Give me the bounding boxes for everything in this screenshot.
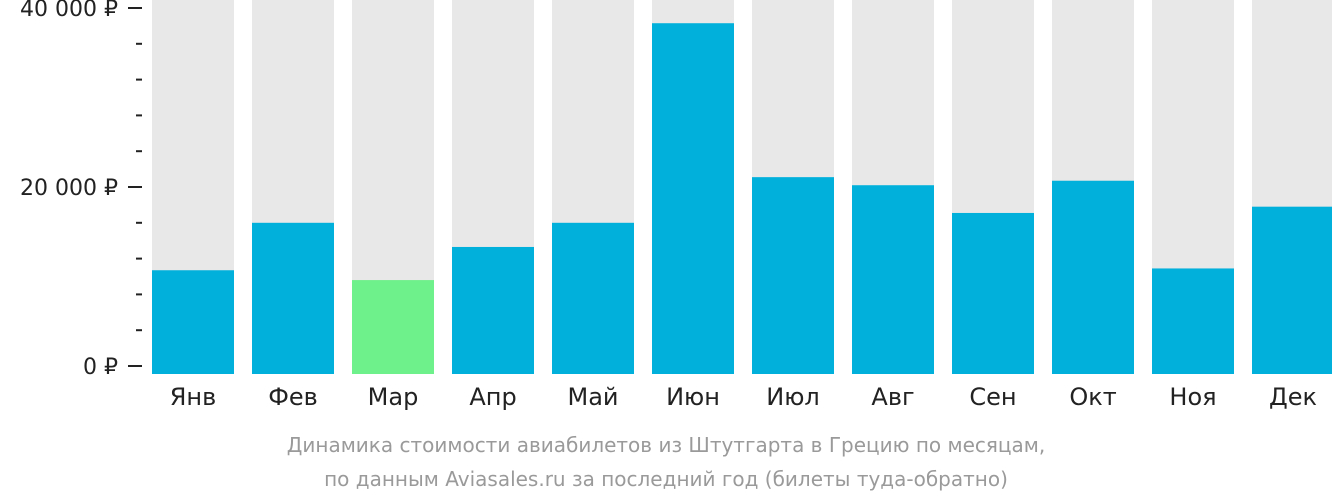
chart-caption: Динамика стоимости авиабилетов из Штутга… — [0, 428, 1332, 496]
caption-line-2: по данным Aviasales.ru за последний год … — [324, 467, 1008, 491]
bar-2[interactable] — [252, 222, 334, 374]
bar-7[interactable] — [752, 177, 834, 374]
bar-8[interactable] — [852, 185, 934, 374]
x-tick-label: Мар — [368, 383, 419, 411]
x-tick-label: Авг — [871, 383, 914, 411]
x-tick-label: Окт — [1069, 383, 1116, 411]
y-tick-label: 20 000 ₽ — [20, 176, 118, 201]
x-tick-label: Май — [567, 383, 618, 411]
bar-10[interactable] — [1052, 180, 1134, 374]
bar-9[interactable] — [952, 212, 1034, 374]
y-axis: 0 ₽ 20 000 ₽ 40 000 ₽ — [20, 0, 142, 380]
bar-1[interactable] — [152, 270, 234, 374]
bar-3[interactable] — [352, 280, 434, 374]
bar-6[interactable] — [652, 23, 734, 375]
x-tick-label: Июл — [766, 383, 820, 411]
x-tick-label: Янв — [170, 383, 217, 411]
bar-4[interactable] — [452, 246, 534, 374]
bars — [152, 0, 1332, 375]
x-tick-label: Июн — [666, 383, 720, 411]
x-tick-label: Ноя — [1169, 383, 1216, 411]
bar-11[interactable] — [1152, 268, 1234, 374]
y-tick-label: 40 000 ₽ — [20, 0, 118, 22]
x-tick-label: Фев — [268, 383, 318, 411]
bar-5[interactable] — [552, 222, 634, 374]
x-tick-label: Сен — [969, 383, 1016, 411]
x-axis-labels: Янв Фев Мар Апр Май Июн Июл Авг Сен Окт Ноя Дек — [170, 383, 1317, 411]
x-tick-label: Дек — [1269, 383, 1317, 411]
bar-12[interactable] — [1252, 206, 1332, 374]
y-tick-label: 0 ₽ — [83, 355, 118, 380]
x-tick-label: Апр — [469, 383, 516, 411]
caption-line-1: Динамика стоимости авиабилетов из Штутга… — [286, 433, 1046, 457]
